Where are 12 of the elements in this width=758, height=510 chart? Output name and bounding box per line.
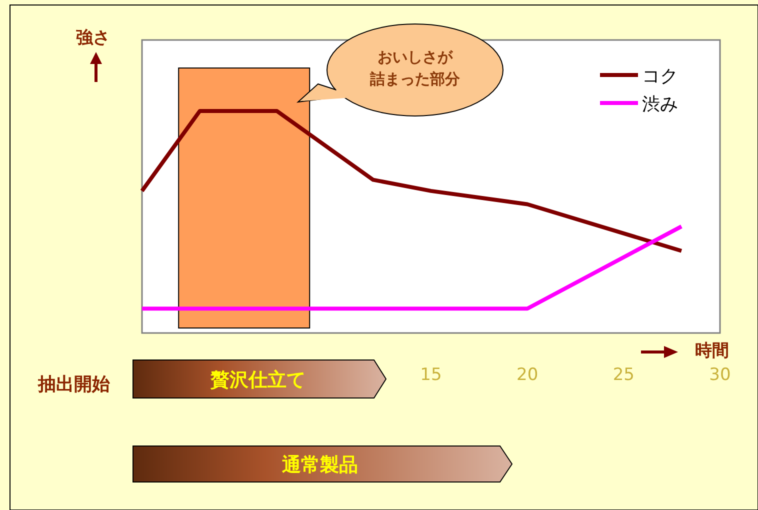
y-axis-title: 強さ — [76, 28, 110, 48]
text: 抽出開始 — [37, 374, 111, 395]
text: 通常製品 — [281, 454, 358, 476]
legend-label: 渋み — [642, 94, 678, 115]
text: 贅沢仕立て — [210, 369, 306, 391]
x-tick-label: 15 — [420, 365, 442, 385]
legend-label: コク — [642, 66, 678, 87]
x-axis-title: 時間 — [695, 341, 729, 361]
text: おいしさが詰まった部分 — [369, 48, 461, 88]
x-tick-label: 20 — [516, 365, 538, 385]
x-tick-label: 30 — [709, 365, 731, 385]
x-tick-label: 25 — [612, 365, 634, 385]
